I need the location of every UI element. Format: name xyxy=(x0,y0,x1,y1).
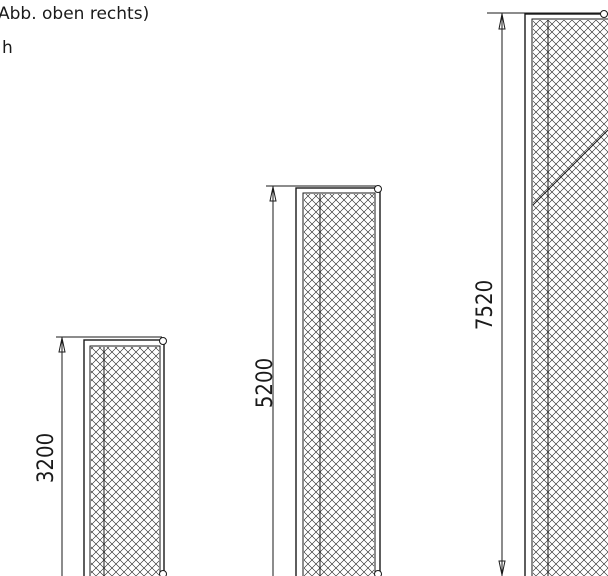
hinge-circle-bottom xyxy=(374,570,382,576)
dimension-label: 7520 xyxy=(473,280,498,330)
panel-frame xyxy=(295,187,381,576)
panel-small: 3200 xyxy=(34,336,167,576)
hinge-circle-top xyxy=(159,337,167,345)
diagonal-brace xyxy=(532,129,608,206)
panel-inner-frame xyxy=(531,18,608,576)
hinge-circle-top xyxy=(374,185,382,193)
panel-large: 7520 xyxy=(473,10,608,576)
dimension-arrow-top xyxy=(269,186,277,202)
panel-inner-frame xyxy=(89,345,161,576)
panel-inner-frame xyxy=(302,192,376,576)
panel-frame xyxy=(83,339,165,576)
mesh-infill xyxy=(91,347,159,576)
hinge-circle-top xyxy=(600,10,608,18)
dimension-arrow-top xyxy=(58,337,66,353)
mesh-infill xyxy=(304,194,374,576)
dimension-label: 5200 xyxy=(253,358,278,408)
mesh-infill xyxy=(533,20,608,576)
dimension-label: 3200 xyxy=(34,433,59,483)
dimension-arrow-bottom xyxy=(498,560,506,576)
panel-medium: 5200 xyxy=(253,185,382,576)
dimension-arrow-top xyxy=(498,13,506,30)
caption-line-2: h xyxy=(2,38,13,58)
hinge-circle-bottom xyxy=(159,570,167,576)
caption-line-1: Abb. oben rechts) xyxy=(0,4,150,24)
panel-frame xyxy=(524,13,608,576)
